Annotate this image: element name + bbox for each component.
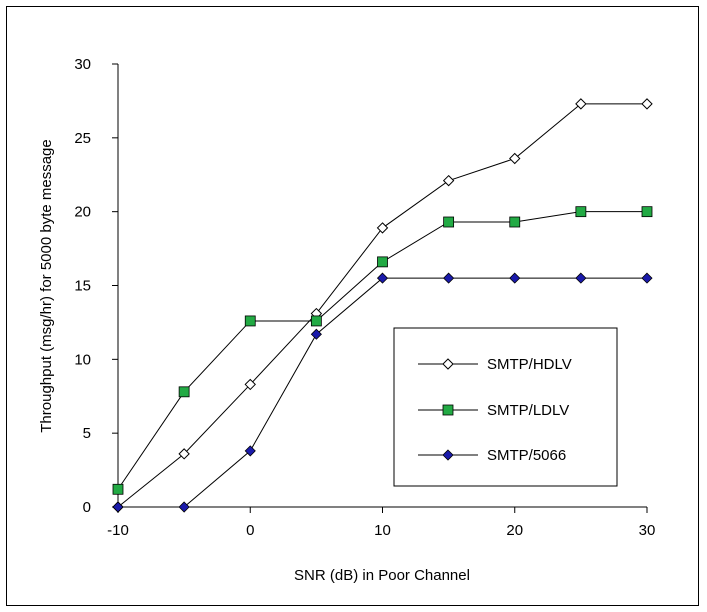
data-point-smtp-5066 — [376, 272, 389, 284]
data-point-smtp-5066 — [244, 445, 256, 457]
data-point-smtp-5066 — [443, 272, 455, 284]
data-point-smtp-hdlv — [376, 222, 389, 234]
legend-item-smtp-5066: SMTP/5066 — [418, 447, 566, 464]
data-point-smtp-hdlv — [442, 174, 455, 187]
series-smtp-ldlv — [112, 206, 653, 495]
data-point-smtp-5066 — [575, 272, 587, 284]
y-tick-label: 30 — [74, 56, 91, 73]
x-tick-label: 20 — [506, 522, 523, 539]
legend-item-smtp-ldlv: SMTP/LDLV — [418, 402, 569, 419]
legend-label-smtp-ldlv: SMTP/LDLV — [487, 402, 569, 419]
legend-label-smtp-5066: SMTP/5066 — [487, 447, 566, 464]
series-layer — [112, 98, 653, 513]
y-axis-title: Throughput (msg/hr) for 5000 byte messag… — [38, 139, 55, 432]
data-point-smtp-5066 — [310, 328, 322, 340]
data-point-smtp-ldlv — [310, 315, 322, 327]
y-tick-label: 5 — [83, 425, 91, 442]
y-tick-label: 20 — [74, 204, 91, 221]
legend: SMTP/HDLV SMTP/LDLV SMTP/5066 — [393, 327, 618, 487]
legend-marker-smtp-ldlv — [442, 404, 454, 416]
data-point-smtp-hdlv — [575, 98, 587, 110]
x-tick-label: 10 — [374, 522, 391, 539]
y-tick-label: 0 — [83, 499, 91, 516]
data-point-smtp-ldlv — [112, 483, 124, 495]
legend-label-smtp-hdlv: SMTP/HDLV — [487, 356, 572, 373]
data-point-smtp-ldlv — [443, 216, 455, 228]
legend-marker-smtp-5066 — [442, 449, 454, 461]
legend-box — [393, 327, 618, 487]
x-tick-label: 0 — [246, 522, 254, 539]
x-axis-title: SNR (dB) in Poor Channel — [294, 567, 470, 584]
legend-item-smtp-hdlv: SMTP/HDLV — [418, 356, 572, 373]
data-point-smtp-ldlv — [509, 216, 521, 228]
data-point-smtp-5066 — [509, 272, 521, 284]
data-point-smtp-ldlv — [178, 386, 190, 398]
data-point-smtp-hdlv — [509, 152, 521, 165]
data-point-smtp-ldlv — [641, 206, 653, 218]
data-point-smtp-ldlv — [575, 206, 587, 218]
x-tick-label: -10 — [107, 522, 129, 539]
series-smtp-5066 — [112, 272, 653, 513]
legend-marker-smtp-hdlv — [442, 358, 454, 370]
y-tick-label: 25 — [74, 130, 91, 147]
data-point-smtp-hdlv — [641, 98, 653, 110]
data-point-smtp-5066 — [178, 501, 190, 513]
tick-labels: 0 5 10 15 20 25 30 -10 0 10 20 30 — [74, 56, 655, 539]
data-point-smtp-ldlv — [244, 315, 256, 327]
data-point-smtp-hdlv — [244, 378, 256, 391]
data-point-smtp-ldlv — [377, 256, 388, 268]
y-tick-label: 15 — [74, 278, 91, 295]
x-tick-label: 30 — [639, 522, 656, 539]
data-point-smtp-5066 — [641, 272, 653, 284]
data-point-smtp-hdlv — [178, 448, 190, 460]
data-point-smtp-5066 — [112, 501, 124, 513]
y-tick-label: 10 — [74, 351, 91, 368]
